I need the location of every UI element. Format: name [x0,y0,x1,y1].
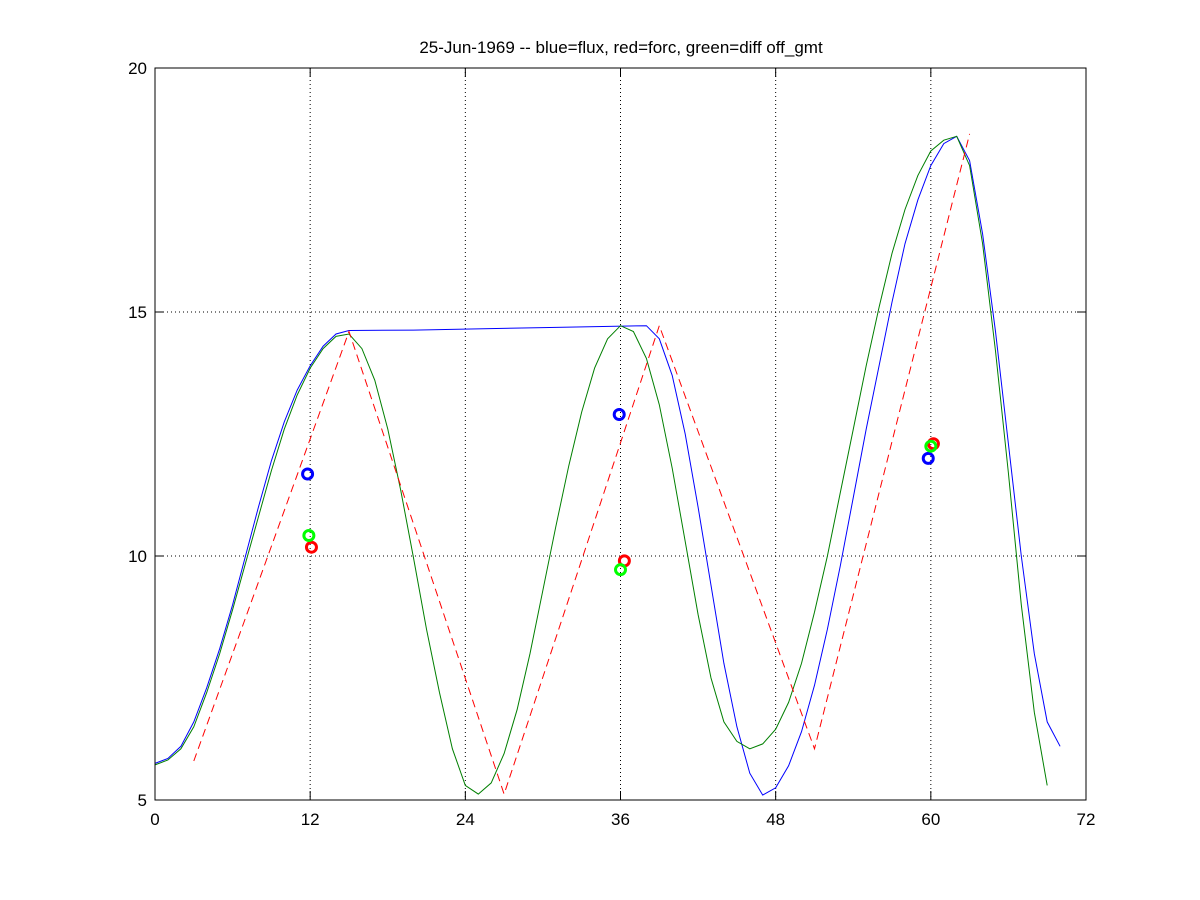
series-line [154,135,1061,796]
data-marker [614,563,627,577]
x-tick-label: 36 [611,810,630,829]
x-tick-label: 0 [150,810,159,829]
y-tick-label: 15 [128,303,147,322]
x-tick-label: 72 [1077,810,1096,829]
plot-area-frame [154,67,1087,801]
grid [155,68,1086,800]
data-marker [612,407,626,421]
series-line [193,133,971,796]
series-group [154,133,1061,796]
data-marker [302,529,316,543]
chart-title: 25-Jun-1969 -- blue=flux, red=forc, gree… [419,38,823,57]
data-marker [926,437,940,451]
data-marker [924,439,938,453]
y-tick-label: 10 [128,547,147,566]
axis-ticks: 0 12 24 36 48 60 72 5 10 15 20 [128,59,1095,829]
x-tick-label: 24 [456,810,475,829]
x-tick-label: 12 [301,810,320,829]
x-tick-label: 60 [921,810,940,829]
data-marker [304,540,318,554]
data-marker [301,467,315,481]
series-line [154,135,1048,795]
y-tick-label: 20 [128,59,147,78]
data-marker [921,451,935,465]
x-tick-label: 48 [766,810,785,829]
marker-group [301,407,940,577]
y-tick-label: 5 [138,791,147,810]
